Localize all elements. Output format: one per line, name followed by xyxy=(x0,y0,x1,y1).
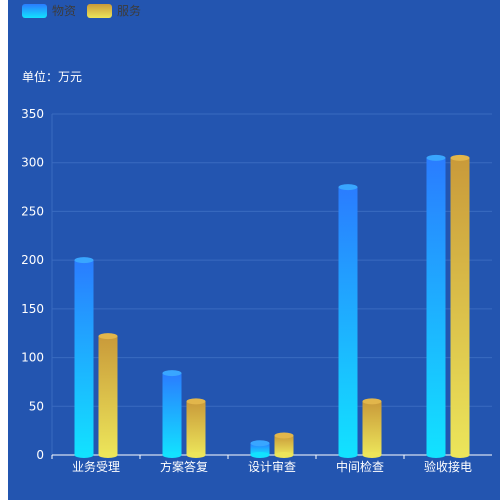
legend[interactable]: 物资 服务 xyxy=(22,3,141,18)
x-tick-label: 设计审查 xyxy=(248,459,296,474)
bar-物资-方案答复[interactable] xyxy=(162,373,182,455)
bars xyxy=(74,154,470,458)
bar-base-cap xyxy=(450,452,470,458)
bar-top-cap xyxy=(98,333,118,340)
bar-top-cap xyxy=(250,440,270,447)
legend-swatch-series-0 xyxy=(22,4,47,18)
y-tick-label: 250 xyxy=(21,204,44,218)
legend-label-series-0: 物资 xyxy=(52,4,76,18)
bar-base-cap xyxy=(162,452,182,458)
bar-base-cap xyxy=(274,452,294,458)
axes xyxy=(51,114,492,459)
bar-top-cap xyxy=(426,154,446,161)
bar-top-cap xyxy=(162,370,182,377)
bar-top-cap xyxy=(450,154,470,161)
legend-item-series-1[interactable]: 服务 xyxy=(87,3,141,18)
x-tick-label: 验收接电 xyxy=(424,459,472,474)
bar-服务-验收接电[interactable] xyxy=(450,157,470,456)
bar-base-cap xyxy=(338,452,358,458)
bar-base-cap xyxy=(426,452,446,458)
bar-服务-方案答复[interactable] xyxy=(186,401,206,455)
bar-top-cap xyxy=(362,398,382,405)
bar-base-cap xyxy=(74,452,94,458)
x-tick-label: 中间检查 xyxy=(336,459,384,474)
bar-base-cap xyxy=(98,452,118,458)
y-tick-label: 300 xyxy=(21,156,44,170)
legend-swatch-series-1 xyxy=(87,4,112,18)
x-tick-label: 方案答复 xyxy=(160,459,208,474)
y-tick-label: 0 xyxy=(36,448,44,462)
y-tick-label: 350 xyxy=(21,107,44,121)
bar-base-cap xyxy=(186,452,206,458)
y-tick-label: 200 xyxy=(21,253,44,267)
bar-服务-设计审查[interactable] xyxy=(274,435,294,455)
legend-label-series-1: 服务 xyxy=(117,3,141,18)
legend-item-series-0[interactable]: 物资 xyxy=(22,4,76,18)
bar-top-cap xyxy=(186,398,206,405)
y-tick-label: 50 xyxy=(29,399,44,413)
bar-物资-业务受理[interactable] xyxy=(74,260,94,455)
bar-top-cap xyxy=(338,184,358,191)
bar-物资-验收接电[interactable] xyxy=(426,157,446,456)
bar-物资-中间检查[interactable] xyxy=(338,187,358,456)
bar-top-cap xyxy=(74,257,94,264)
bar-base-cap xyxy=(362,452,382,458)
x-tick-label: 业务受理 xyxy=(72,459,120,474)
y-tick-label: 150 xyxy=(21,302,44,316)
y-tick-label: 100 xyxy=(21,351,44,365)
tick-labels: 0 50 100 150 200 250 300 350 业务受理 方案答复 设计审查 中间检查 验收接… xyxy=(21,107,472,474)
bar-top-cap xyxy=(274,432,294,439)
bar-服务-业务受理[interactable] xyxy=(98,336,118,455)
unit-label: 单位：万元 xyxy=(22,69,82,84)
bar-物资-设计审查[interactable] xyxy=(250,443,270,455)
grid xyxy=(52,113,492,407)
bar-服务-中间检查[interactable] xyxy=(362,401,382,455)
bar-base-cap xyxy=(250,452,270,458)
